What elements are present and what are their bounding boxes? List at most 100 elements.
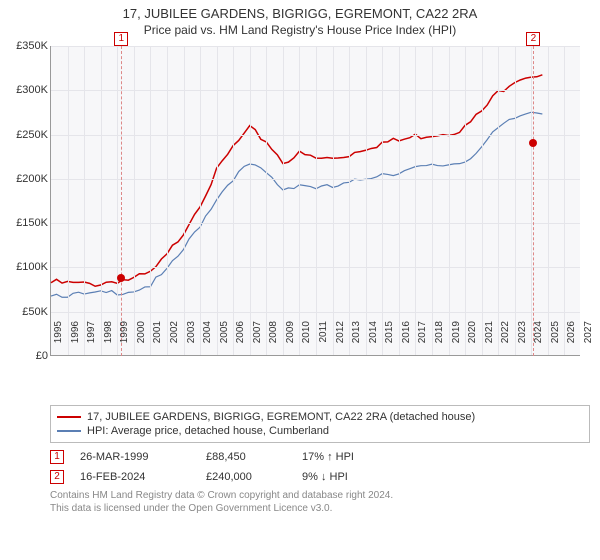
gridline-v [299, 46, 300, 355]
x-axis-tick: 2021 [484, 321, 495, 361]
y-axis-tick: £0 [0, 350, 48, 362]
y-axis-tick: £250K [0, 129, 48, 141]
gridline-v [101, 46, 102, 355]
x-axis-tick: 2013 [351, 321, 362, 361]
x-axis-tick: 2020 [467, 321, 478, 361]
gridline-v [217, 46, 218, 355]
data-point-dot [117, 274, 125, 282]
x-axis-tick: 2008 [268, 321, 279, 361]
x-axis-tick: 2001 [152, 321, 163, 361]
legend-label: HPI: Average price, detached house, Cumb… [87, 425, 329, 437]
marker-box: 2 [526, 32, 540, 46]
transaction-row: 1 26-MAR-1999 £88,450 17% ↑ HPI [50, 447, 590, 467]
transaction-marker: 2 [50, 470, 64, 484]
license-line: Contains HM Land Registry data © Crown c… [50, 489, 590, 502]
chart-area: 12 £0 £50K £100K £150K £200K £250K £300K £350K 1… [0, 41, 600, 401]
gridline-v [449, 46, 450, 355]
y-axis-tick: £150K [0, 217, 48, 229]
gridline-v [349, 46, 350, 355]
gridline-v [68, 46, 69, 355]
license-line: This data is licensed under the Open Gov… [50, 502, 590, 515]
x-axis-tick: 2006 [235, 321, 246, 361]
x-axis-tick: 2002 [169, 321, 180, 361]
x-axis-tick: 2015 [384, 321, 395, 361]
legend-swatch [57, 416, 81, 418]
gridline-v [465, 46, 466, 355]
gridline-v [482, 46, 483, 355]
gridline-v [366, 46, 367, 355]
x-axis-tick: 2010 [301, 321, 312, 361]
y-axis-tick: £200K [0, 173, 48, 185]
series-line [51, 112, 542, 297]
y-axis-tick: £300K [0, 84, 48, 96]
series-line [51, 75, 542, 286]
x-axis-tick: 2017 [417, 321, 428, 361]
y-axis-tick: £50K [0, 306, 48, 318]
transaction-row: 2 16-FEB-2024 £240,000 9% ↓ HPI [50, 467, 590, 487]
x-axis-tick: 1998 [103, 321, 114, 361]
legend-item: 17, JUBILEE GARDENS, BIGRIGG, EGREMONT, … [57, 410, 583, 424]
gridline-v [399, 46, 400, 355]
x-axis-tick: 2012 [335, 321, 346, 361]
legend: 17, JUBILEE GARDENS, BIGRIGG, EGREMONT, … [50, 405, 590, 443]
x-axis-tick: 2004 [202, 321, 213, 361]
marker-box: 1 [114, 32, 128, 46]
transaction-date: 16-FEB-2024 [80, 471, 190, 483]
gridline-v [283, 46, 284, 355]
x-axis-tick: 2027 [583, 321, 594, 361]
gridline-v [316, 46, 317, 355]
y-axis-tick: £350K [0, 40, 48, 52]
x-axis-tick: 2014 [368, 321, 379, 361]
legend-swatch [57, 430, 81, 432]
gridline-v [84, 46, 85, 355]
x-axis-tick: 2009 [285, 321, 296, 361]
x-axis-tick: 2022 [500, 321, 511, 361]
y-axis-tick: £100K [0, 261, 48, 273]
x-axis-tick: 2016 [401, 321, 412, 361]
gridline-v [415, 46, 416, 355]
gridline-v [150, 46, 151, 355]
legend-label: 17, JUBILEE GARDENS, BIGRIGG, EGREMONT, … [87, 411, 475, 423]
x-axis-tick: 2011 [318, 321, 329, 361]
x-axis-tick: 2019 [451, 321, 462, 361]
chart-title: 17, JUBILEE GARDENS, BIGRIGG, EGREMONT, … [0, 0, 600, 21]
gridline-v [167, 46, 168, 355]
transaction-delta: 9% ↓ HPI [302, 471, 402, 483]
gridline-v [184, 46, 185, 355]
x-axis-tick: 2003 [186, 321, 197, 361]
gridline-v [250, 46, 251, 355]
chart-container: 17, JUBILEE GARDENS, BIGRIGG, EGREMONT, … [0, 0, 600, 560]
x-axis-tick: 2007 [252, 321, 263, 361]
transaction-marker: 1 [50, 450, 64, 464]
legend-item: HPI: Average price, detached house, Cumb… [57, 424, 583, 438]
marker-dashed-line [533, 46, 534, 356]
gridline-v [515, 46, 516, 355]
x-axis-tick: 1997 [86, 321, 97, 361]
x-axis-tick: 2023 [517, 321, 528, 361]
gridline-v [134, 46, 135, 355]
gridline-v [432, 46, 433, 355]
x-axis-tick: 2000 [136, 321, 147, 361]
x-axis-tick: 2005 [219, 321, 230, 361]
license-text: Contains HM Land Registry data © Crown c… [50, 489, 590, 515]
transaction-date: 26-MAR-1999 [80, 451, 190, 463]
x-axis-tick: 2025 [550, 321, 561, 361]
transaction-price: £88,450 [206, 451, 286, 463]
plot-area: 12 [50, 46, 580, 356]
x-axis-tick: 1996 [70, 321, 81, 361]
data-point-dot [529, 139, 537, 147]
transaction-delta: 17% ↑ HPI [302, 451, 402, 463]
gridline-v [498, 46, 499, 355]
x-axis-tick: 1995 [53, 321, 64, 361]
gridline-v [382, 46, 383, 355]
chart-subtitle: Price paid vs. HM Land Registry's House … [0, 21, 600, 41]
transaction-price: £240,000 [206, 471, 286, 483]
gridline-v [564, 46, 565, 355]
transactions: 1 26-MAR-1999 £88,450 17% ↑ HPI 2 16-FEB-2024… [50, 447, 590, 487]
x-axis-tick: 2024 [533, 321, 544, 361]
gridline-v [548, 46, 549, 355]
x-axis-tick: 2018 [434, 321, 445, 361]
gridline-v [200, 46, 201, 355]
gridline-v [266, 46, 267, 355]
x-axis-tick: 2026 [566, 321, 577, 361]
